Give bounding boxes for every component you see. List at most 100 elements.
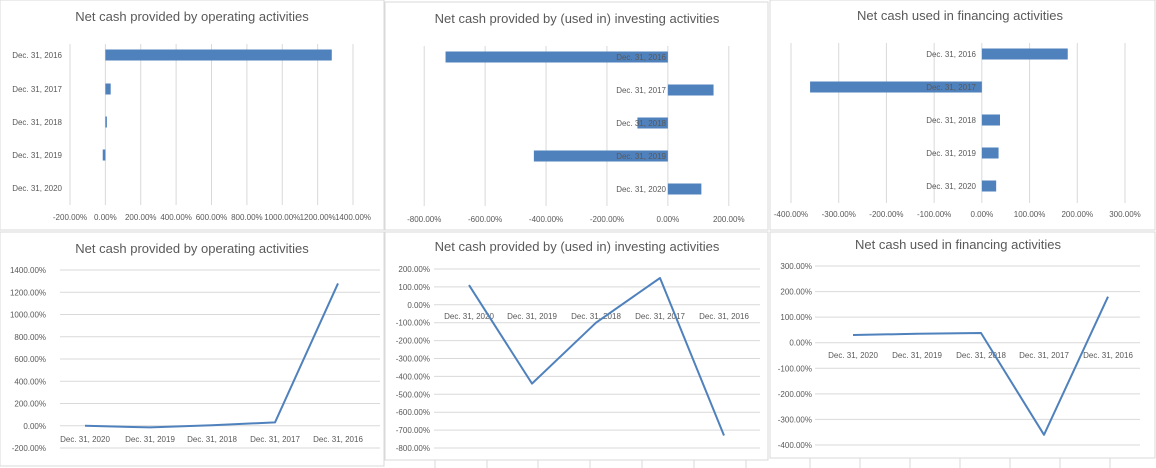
x-tick-label: 0.00% bbox=[657, 215, 680, 224]
x-tick-label: -400.00% bbox=[529, 215, 563, 224]
category-label: Dec. 31, 2018 bbox=[571, 312, 621, 321]
x-tick-label: -200.00% bbox=[869, 210, 903, 219]
y-tick-label: 100.00% bbox=[780, 313, 812, 322]
x-tick-label: 800.00% bbox=[231, 213, 263, 222]
category-label: Dec. 31, 2017 bbox=[616, 86, 666, 95]
y-tick-label: 1200.00% bbox=[10, 288, 46, 297]
category-label: Dec. 31, 2016 bbox=[699, 312, 749, 321]
category-label: Dec. 31, 2020 bbox=[616, 185, 666, 194]
bar bbox=[981, 48, 1068, 60]
x-tick-label: 1400.00% bbox=[335, 213, 371, 222]
category-label: Dec. 31, 2016 bbox=[1083, 351, 1133, 360]
category-label: Dec. 31, 2016 bbox=[616, 53, 666, 62]
y-tick-label: -200.00% bbox=[396, 337, 430, 346]
category-label: Dec. 31, 2020 bbox=[12, 184, 62, 193]
category-label: Dec. 31, 2017 bbox=[926, 83, 976, 92]
category-label: Dec. 31, 2017 bbox=[635, 312, 685, 321]
y-tick-label: 200.00% bbox=[14, 400, 46, 409]
y-tick-label: 1000.00% bbox=[10, 311, 46, 320]
chart-panel-6[interactable]: Net cash used in financing activities -4… bbox=[769, 231, 1156, 459]
category-label: Dec. 31, 2017 bbox=[1019, 351, 1069, 360]
x-tick-label: -300.00% bbox=[822, 210, 856, 219]
chart-panel-3[interactable]: Net cash used in financing activities -4… bbox=[769, 0, 1156, 231]
x-tick-label: 300.00% bbox=[1109, 210, 1141, 219]
chart-title: Net cash used in financing activities bbox=[857, 8, 1063, 23]
x-tick-label: 0.00% bbox=[971, 210, 994, 219]
x-tick-label: 200.00% bbox=[125, 213, 157, 222]
category-label: Dec. 31, 2018 bbox=[926, 116, 976, 125]
y-tick-label: -500.00% bbox=[396, 390, 430, 399]
y-tick-label: 600.00% bbox=[14, 355, 46, 364]
bar bbox=[981, 180, 997, 192]
y-tick-label: 0.00% bbox=[23, 422, 46, 431]
y-tick-label: -200.00% bbox=[12, 444, 46, 453]
category-label: Dec. 31, 2018 bbox=[616, 119, 666, 128]
category-label: Dec. 31, 2020 bbox=[60, 435, 110, 444]
y-tick-label: -400.00% bbox=[396, 372, 430, 381]
x-tick-label: 600.00% bbox=[196, 213, 228, 222]
x-tick-label: -400.00% bbox=[774, 210, 808, 219]
category-label: Dec. 31, 2020 bbox=[444, 312, 494, 321]
bar bbox=[105, 49, 332, 61]
bar bbox=[105, 116, 107, 128]
y-tick-label: 400.00% bbox=[14, 377, 46, 386]
category-label: Dec. 31, 2016 bbox=[926, 50, 976, 59]
bar bbox=[981, 114, 1000, 126]
y-tick-label: 100.00% bbox=[398, 283, 430, 292]
bar bbox=[810, 81, 982, 93]
category-label: Dec. 31, 2017 bbox=[12, 85, 62, 94]
x-tick-label: 200.00% bbox=[1061, 210, 1093, 219]
category-label: Dec. 31, 2020 bbox=[926, 182, 976, 191]
y-tick-label: -200.00% bbox=[778, 390, 812, 399]
chart-title: Net cash provided by operating activitie… bbox=[75, 241, 309, 256]
y-tick-label: -400.00% bbox=[778, 441, 812, 450]
bar bbox=[533, 150, 668, 162]
y-tick-label: -100.00% bbox=[396, 319, 430, 328]
bar bbox=[105, 83, 111, 95]
chart-title: Net cash provided by (used in) investing… bbox=[435, 239, 720, 254]
category-label: Dec. 31, 2020 bbox=[828, 351, 878, 360]
bar bbox=[102, 149, 106, 161]
y-tick-label: -600.00% bbox=[396, 408, 430, 417]
x-tick-label: 1000.00% bbox=[264, 213, 300, 222]
category-label: Dec. 31, 2019 bbox=[892, 351, 942, 360]
category-label: Dec. 31, 2018 bbox=[956, 351, 1006, 360]
x-tick-label: -800.00% bbox=[407, 215, 441, 224]
x-tick-label: -200.00% bbox=[53, 213, 87, 222]
category-label: Dec. 31, 2016 bbox=[12, 51, 62, 60]
x-tick-label: -600.00% bbox=[468, 215, 502, 224]
x-tick-label: -100.00% bbox=[917, 210, 951, 219]
chart-panel-1[interactable]: Net cash provided by operating activitie… bbox=[0, 0, 385, 231]
category-label: Dec. 31, 2018 bbox=[12, 118, 62, 127]
category-label: Dec. 31, 2019 bbox=[12, 151, 62, 160]
chart-title: Net cash used in financing activities bbox=[855, 237, 1061, 252]
y-tick-label: 800.00% bbox=[14, 333, 46, 342]
y-tick-label: -800.00% bbox=[396, 444, 430, 453]
category-label: Dec. 31, 2017 bbox=[250, 435, 300, 444]
x-tick-label: 200.00% bbox=[713, 215, 745, 224]
bar bbox=[637, 117, 668, 129]
y-tick-label: 0.00% bbox=[407, 301, 430, 310]
y-tick-label: 0.00% bbox=[789, 339, 812, 348]
spreadsheet-grid bbox=[434, 458, 1111, 468]
category-label: Dec. 31, 2016 bbox=[313, 435, 363, 444]
y-tick-label: 200.00% bbox=[780, 288, 812, 297]
bar bbox=[667, 84, 714, 96]
chart-panel-4[interactable]: Net cash provided by operating activitie… bbox=[0, 231, 385, 467]
bar bbox=[445, 51, 668, 63]
category-label: Dec. 31, 2018 bbox=[187, 435, 237, 444]
chart-panel-5[interactable]: Net cash provided by (used in) investing… bbox=[384, 231, 769, 461]
bar bbox=[667, 183, 702, 195]
x-tick-label: 400.00% bbox=[160, 213, 192, 222]
y-tick-label: 1400.00% bbox=[10, 266, 46, 275]
x-tick-label: 0.00% bbox=[94, 213, 117, 222]
y-tick-label: 200.00% bbox=[398, 265, 430, 274]
chart-panel-2[interactable]: Net cash provided by (used in) investing… bbox=[384, 1, 769, 231]
chart-title: Net cash provided by (used in) investing… bbox=[435, 11, 720, 26]
category-label: Dec. 31, 2019 bbox=[507, 312, 557, 321]
y-tick-label: -100.00% bbox=[778, 364, 812, 373]
category-label: Dec. 31, 2019 bbox=[926, 149, 976, 158]
bar bbox=[981, 147, 999, 159]
category-label: Dec. 31, 2019 bbox=[125, 435, 175, 444]
